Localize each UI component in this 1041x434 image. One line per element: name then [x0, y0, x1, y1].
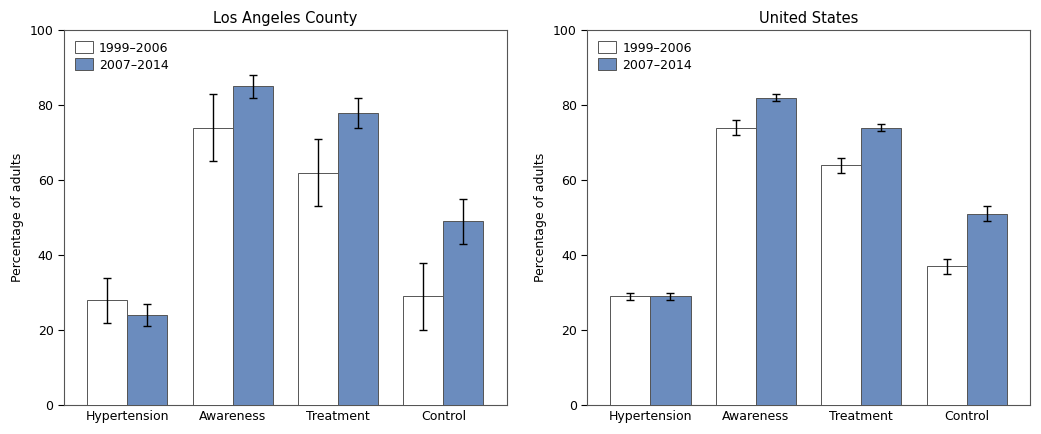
Bar: [926, 266, 967, 405]
Title: United States: United States: [759, 11, 858, 26]
Bar: [87, 300, 127, 405]
Bar: [298, 173, 338, 405]
Bar: [127, 315, 168, 405]
Bar: [967, 214, 1007, 405]
Bar: [338, 112, 378, 405]
Bar: [716, 128, 756, 405]
Bar: [232, 86, 273, 405]
Bar: [403, 296, 443, 405]
Bar: [443, 221, 483, 405]
Bar: [821, 165, 861, 405]
Y-axis label: Percentage of adults: Percentage of adults: [534, 153, 548, 282]
Bar: [610, 296, 651, 405]
Y-axis label: Percentage of adults: Percentage of adults: [11, 153, 24, 282]
Bar: [651, 296, 690, 405]
Bar: [756, 98, 796, 405]
Bar: [193, 128, 232, 405]
Legend: 1999–2006, 2007–2014: 1999–2006, 2007–2014: [593, 36, 697, 76]
Legend: 1999–2006, 2007–2014: 1999–2006, 2007–2014: [70, 36, 174, 76]
Title: Los Angeles County: Los Angeles County: [213, 11, 357, 26]
Bar: [861, 128, 902, 405]
